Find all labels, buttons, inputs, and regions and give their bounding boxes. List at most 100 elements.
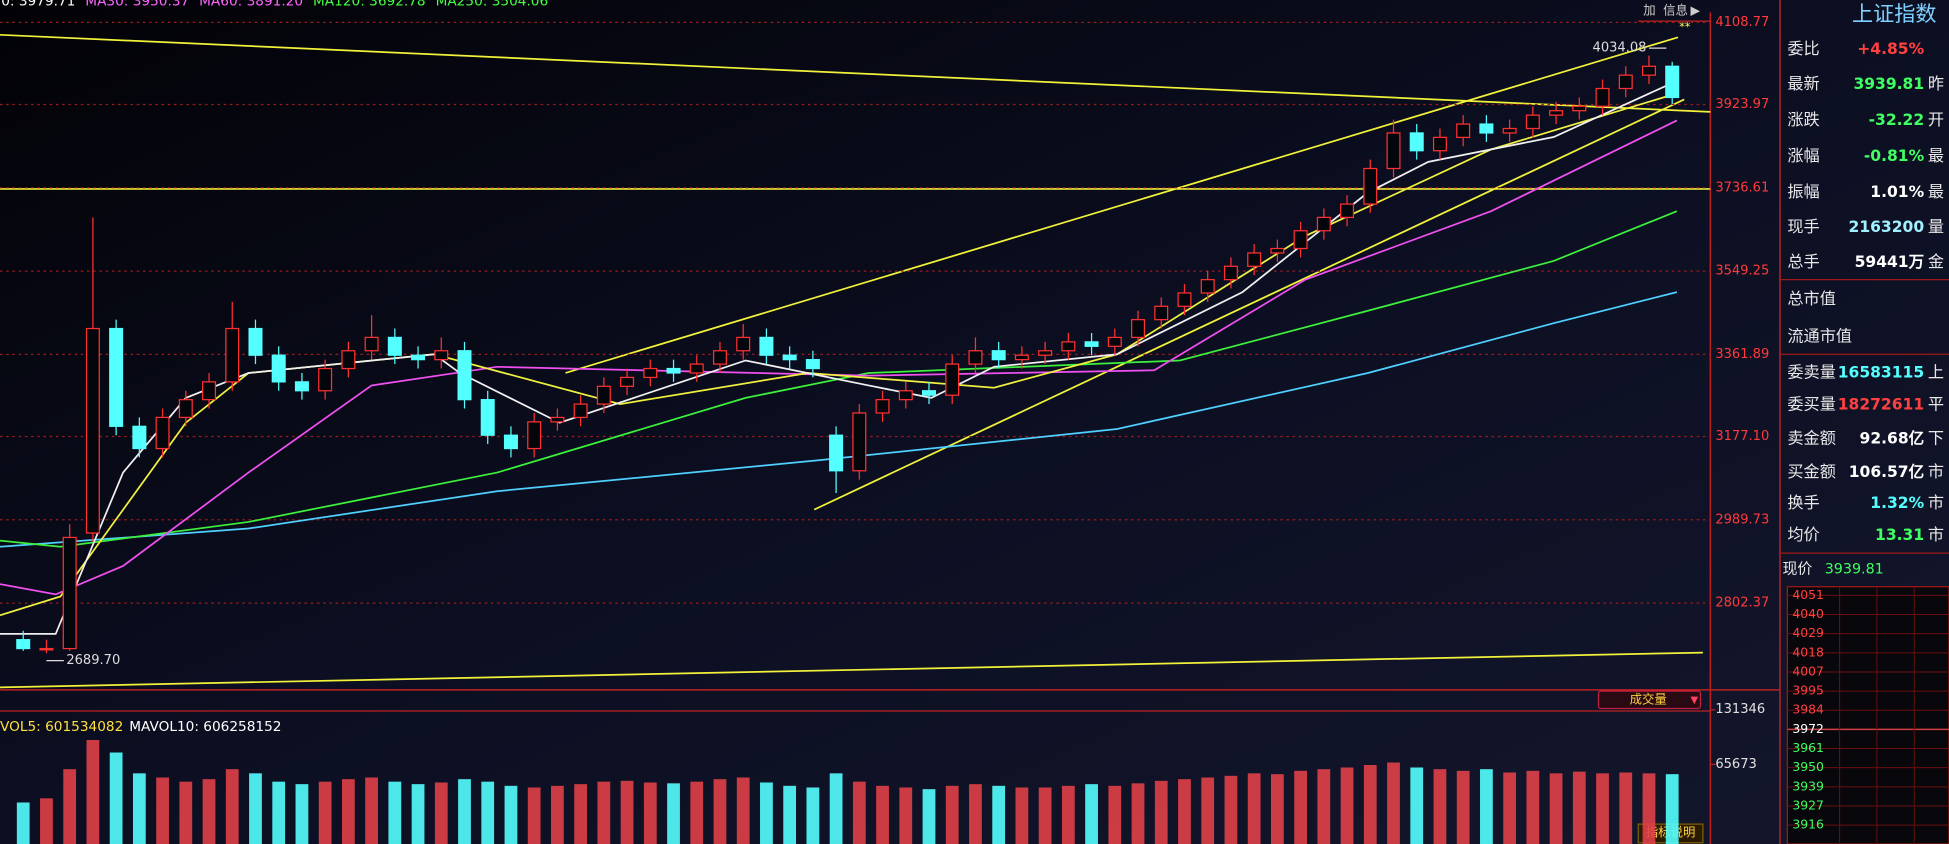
- volume-bar: [760, 782, 773, 844]
- candle-body: [248, 327, 263, 356]
- y-tick-label: 131346: [1715, 702, 1765, 717]
- intraday-axis-label: 3927: [1792, 797, 1824, 812]
- quote-label: 委比: [1787, 39, 1819, 58]
- quote-value: 106.57亿: [1849, 462, 1924, 481]
- quote-value: 18272611: [1838, 396, 1924, 414]
- volume-bar: [620, 780, 634, 844]
- volume-bar: [1387, 762, 1400, 844]
- quote-value: 59441万: [1855, 253, 1925, 271]
- candle-body: [782, 354, 797, 361]
- volume-bar: [922, 789, 936, 844]
- candle-body: [480, 399, 495, 436]
- candle-body: [1618, 74, 1633, 90]
- volume-bar: [1317, 769, 1331, 844]
- candle-body: [225, 327, 240, 383]
- candle-body: [1456, 123, 1471, 139]
- intraday-axis-label: 3984: [1792, 702, 1824, 717]
- volume-bar: [1572, 771, 1586, 844]
- volume-bar: [1224, 775, 1238, 844]
- candle-body: [875, 399, 890, 414]
- volume-bar: [249, 773, 262, 844]
- volume-bar: [1340, 767, 1354, 844]
- intraday-axis-label: 4040: [1792, 606, 1824, 621]
- candle-body: [829, 434, 844, 472]
- volume-bar: [40, 798, 53, 844]
- candle-body: [1641, 65, 1656, 76]
- volume-bar: [1015, 787, 1029, 844]
- quote-value: 3939.81: [1853, 75, 1924, 93]
- candle-body: [457, 350, 472, 401]
- y-tick-label: 3361.89: [1715, 347, 1769, 362]
- quote-label: 振幅: [1787, 182, 1819, 201]
- quote-tail: 昨: [1928, 74, 1944, 93]
- candle-body: [16, 639, 31, 650]
- candle-body: [387, 336, 402, 356]
- quote-value: 1.01%: [1870, 183, 1924, 201]
- volume-bar: [16, 802, 30, 844]
- dropdown-arrow[interactable]: ▼: [1690, 695, 1698, 706]
- candle-body: [689, 363, 704, 374]
- candle-body: [202, 381, 217, 401]
- candle-body: [1386, 132, 1401, 170]
- price-label: 现价: [1782, 559, 1812, 577]
- volume-title[interactable]: 成交量: [1630, 691, 1667, 706]
- volume-legend: VOL5: 601534082: [0, 719, 123, 735]
- volume-bar: [1131, 783, 1145, 844]
- volume-bar: [1201, 777, 1215, 844]
- y-tick-label: 2802.37: [1715, 596, 1769, 611]
- volume-bar: [945, 785, 959, 844]
- volume-bar: [667, 783, 680, 844]
- volume-bar: [132, 773, 146, 844]
- candle-body: [527, 421, 542, 450]
- candle-body: [85, 327, 100, 534]
- quote-label: 委卖量: [1787, 362, 1835, 381]
- candle-body: [550, 416, 565, 423]
- volume-bar: [736, 777, 750, 844]
- volume-bar: [1178, 779, 1191, 844]
- y-tick-label: 3736.61: [1715, 180, 1769, 195]
- quote-tail: 最: [1928, 146, 1944, 165]
- candle-body: [968, 350, 983, 365]
- volume-bar: [388, 781, 402, 844]
- quote-label: 买金额: [1787, 462, 1835, 481]
- volume-button[interactable]: [1597, 690, 1702, 710]
- volume-bar: [272, 781, 286, 844]
- quote-label: 总手: [1787, 252, 1819, 271]
- toolbar-button[interactable]: 加: [1643, 3, 1655, 18]
- y-tick-label: 3549.25: [1715, 264, 1769, 279]
- candle-body: [1038, 350, 1053, 356]
- toolbar-button[interactable]: 信息: [1663, 3, 1688, 18]
- candle-body: [1061, 341, 1076, 352]
- toolbar-arrow[interactable]: ▶: [1690, 3, 1700, 18]
- volume-bar: [992, 785, 1006, 844]
- volume-bar: [1108, 785, 1122, 844]
- quote-label: 换手: [1787, 493, 1819, 512]
- moving-average: [0, 119, 1678, 596]
- candle-body: [921, 390, 937, 396]
- candle-body: [1293, 230, 1308, 250]
- quote-value: 92.68亿: [1860, 428, 1925, 447]
- quote-value: 2163200: [1849, 218, 1925, 236]
- quote-value: -32.22: [1869, 111, 1925, 129]
- quote-tail: 上: [1928, 362, 1944, 381]
- volume-bar: [318, 781, 332, 844]
- candle-body: [1247, 252, 1262, 267]
- candle-body: [341, 350, 356, 370]
- candle-body: [1107, 336, 1122, 347]
- volume-bar: [225, 769, 239, 844]
- candle-body: [1340, 203, 1355, 219]
- volume-bar: [783, 785, 797, 844]
- ma-legend: MA250: 3504.06: [436, 0, 549, 9]
- candle-body: [39, 647, 54, 651]
- volume-bar: [899, 787, 913, 844]
- intraday-axis-label: 4029: [1792, 625, 1824, 640]
- volume-bar: [690, 781, 704, 844]
- quote-label: 最新: [1787, 74, 1819, 93]
- intraday-axis-label: 4007: [1792, 663, 1824, 678]
- candle-body: [1154, 305, 1169, 321]
- volume-bar: [1456, 770, 1470, 844]
- volume-bar: [481, 781, 495, 844]
- volume-bar: [1665, 774, 1679, 844]
